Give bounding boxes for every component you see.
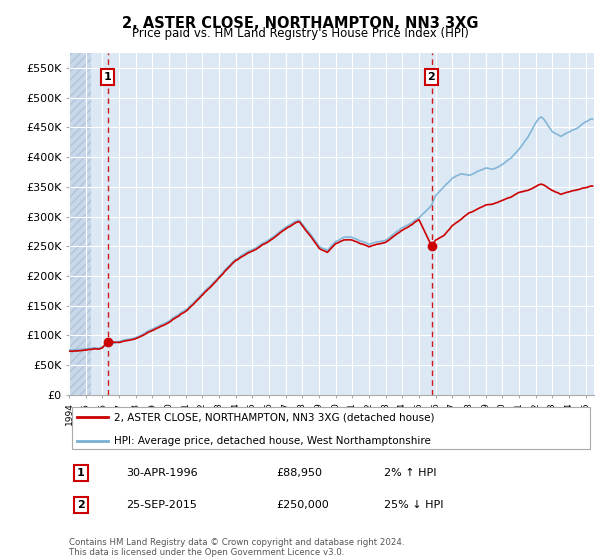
Text: 2: 2 bbox=[428, 72, 436, 82]
Text: Contains HM Land Registry data © Crown copyright and database right 2024.
This d: Contains HM Land Registry data © Crown c… bbox=[69, 538, 404, 557]
Text: 25-SEP-2015: 25-SEP-2015 bbox=[126, 500, 197, 510]
Text: 1: 1 bbox=[104, 72, 112, 82]
Text: HPI: Average price, detached house, West Northamptonshire: HPI: Average price, detached house, West… bbox=[113, 436, 431, 446]
Text: Price paid vs. HM Land Registry's House Price Index (HPI): Price paid vs. HM Land Registry's House … bbox=[131, 27, 469, 40]
Text: 30-APR-1996: 30-APR-1996 bbox=[126, 468, 197, 478]
Text: 2: 2 bbox=[77, 500, 85, 510]
Text: £250,000: £250,000 bbox=[276, 500, 329, 510]
Text: 2, ASTER CLOSE, NORTHAMPTON, NN3 3XG (detached house): 2, ASTER CLOSE, NORTHAMPTON, NN3 3XG (de… bbox=[113, 412, 434, 422]
Text: 2% ↑ HPI: 2% ↑ HPI bbox=[384, 468, 437, 478]
Text: £88,950: £88,950 bbox=[276, 468, 322, 478]
Bar bbox=[69, 53, 91, 395]
Text: 1: 1 bbox=[77, 468, 85, 478]
Text: 25% ↓ HPI: 25% ↓ HPI bbox=[384, 500, 443, 510]
Bar bbox=[69, 53, 91, 395]
Text: 2, ASTER CLOSE, NORTHAMPTON, NN3 3XG: 2, ASTER CLOSE, NORTHAMPTON, NN3 3XG bbox=[122, 16, 478, 31]
FancyBboxPatch shape bbox=[71, 407, 590, 449]
